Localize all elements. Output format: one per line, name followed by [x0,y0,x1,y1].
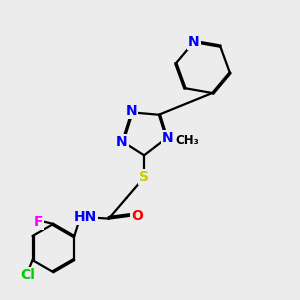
Text: N: N [116,135,128,149]
Text: N: N [125,104,137,118]
Text: F: F [33,214,43,229]
Text: HN: HN [74,209,97,224]
Text: CH₃: CH₃ [175,134,199,147]
Text: O: O [131,209,143,223]
Text: S: S [139,170,149,184]
Text: N: N [162,131,174,145]
Text: Cl: Cl [21,268,35,282]
Text: N: N [188,34,200,49]
